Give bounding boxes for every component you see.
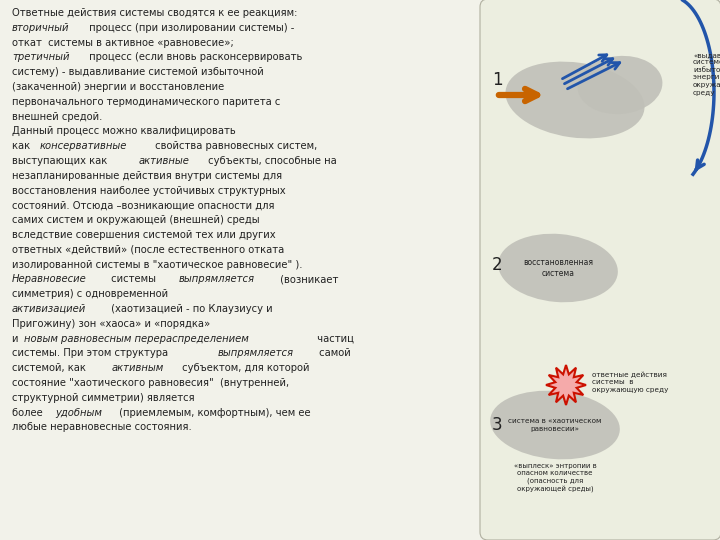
Text: состояний. Отсюда –возникающие опасности для: состояний. Отсюда –возникающие опасности… <box>12 200 274 211</box>
Text: Данный процесс можно квалифицировать: Данный процесс можно квалифицировать <box>12 126 235 137</box>
Text: системой, как: системой, как <box>12 363 89 373</box>
Text: частиц: частиц <box>315 334 354 343</box>
Text: выступающих как: выступающих как <box>12 156 110 166</box>
Text: субъектом, для которой: субъектом, для которой <box>179 363 310 373</box>
Text: (приемлемым, комфортным), чем ее: (приемлемым, комфортным), чем ее <box>116 408 311 417</box>
FancyBboxPatch shape <box>480 0 720 540</box>
Text: внешней средой.: внешней средой. <box>12 112 102 122</box>
Ellipse shape <box>577 56 662 114</box>
Text: Пригожину) зон «хаоса» и «порядка»: Пригожину) зон «хаоса» и «порядка» <box>12 319 210 329</box>
Text: откат  системы в активное «равновесие»;: откат системы в активное «равновесие»; <box>12 38 234 48</box>
Text: третичный: третичный <box>12 52 70 63</box>
Text: выпрямляется: выпрямляется <box>217 348 294 359</box>
Text: симметрия) с одновременной: симметрия) с одновременной <box>12 289 168 299</box>
Text: любые неравновесные состояния.: любые неравновесные состояния. <box>12 422 192 433</box>
Text: (закаченной) энергии и восстановление: (закаченной) энергии и восстановление <box>12 82 224 92</box>
Text: (возникает: (возникает <box>276 274 338 285</box>
Text: системы. При этом структура: системы. При этом структура <box>12 348 171 359</box>
Text: активным: активным <box>112 363 163 373</box>
Text: как: как <box>12 141 33 151</box>
Text: 2: 2 <box>492 256 503 274</box>
Text: системы: системы <box>109 274 163 285</box>
Text: выпрямляется: выпрямляется <box>179 274 254 285</box>
Text: структурной симметрии) является: структурной симметрии) является <box>12 393 194 403</box>
Text: 3: 3 <box>492 416 503 434</box>
Text: процесс (если вновь расконсервировать: процесс (если вновь расконсервировать <box>86 52 302 63</box>
Text: Ответные действия системы сводятся к ее реакциям:: Ответные действия системы сводятся к ее … <box>12 8 297 18</box>
Text: первоначального термодинамического паритета с: первоначального термодинамического парит… <box>12 97 280 107</box>
Text: более: более <box>12 408 46 417</box>
Text: ответных «действий» (после естественного отката: ответных «действий» (после естественного… <box>12 245 284 255</box>
Ellipse shape <box>490 390 620 460</box>
Text: новым равновесным перераспределением: новым равновесным перераспределением <box>24 334 249 343</box>
Text: активные: активные <box>139 156 190 166</box>
Text: незапланированные действия внутри системы для: незапланированные действия внутри систем… <box>12 171 282 181</box>
Text: состояние "хаотического равновесия"  (внутренней,: состояние "хаотического равновесия" (вну… <box>12 378 289 388</box>
Text: самой: самой <box>315 348 351 359</box>
Text: активизацией: активизацией <box>12 304 86 314</box>
Text: самих систем и окружающей (внешней) среды: самих систем и окружающей (внешней) сред… <box>12 215 260 225</box>
Text: система в «хаотическом
равновесии»: система в «хаотическом равновесии» <box>508 418 602 432</box>
Text: Неравновесие: Неравновесие <box>12 274 86 285</box>
Text: (хаотизацией - по Клаузиусу и: (хаотизацией - по Клаузиусу и <box>108 304 272 314</box>
Text: изолированной системы в "хаотическое равновесие" ).: изолированной системы в "хаотическое рав… <box>12 260 302 269</box>
Polygon shape <box>546 365 586 405</box>
Text: систему) - выдавливание системой избыточной: систему) - выдавливание системой избыточ… <box>12 67 264 77</box>
Text: свойства равновесных систем,: свойства равновесных систем, <box>152 141 318 151</box>
Ellipse shape <box>498 234 618 302</box>
Text: вторичный: вторичный <box>12 23 70 33</box>
Text: вследствие совершения системой тех или других: вследствие совершения системой тех или д… <box>12 230 276 240</box>
Text: «выплеск» энтропии в
опасном количестве
(опасность для
окружающей среды): «выплеск» энтропии в опасном количестве … <box>513 463 596 493</box>
Text: процесс (при изолировании системы) -: процесс (при изолировании системы) - <box>86 23 294 33</box>
Text: «выдавливание»
системой
избыточной
энергии в
окружающую
среду: «выдавливание» системой избыточной энерг… <box>693 52 720 96</box>
Text: и: и <box>12 334 22 343</box>
Text: восстановления наиболее устойчивых структурных: восстановления наиболее устойчивых струк… <box>12 186 286 195</box>
Text: восстановленная
система: восстановленная система <box>523 258 593 278</box>
Ellipse shape <box>505 62 644 138</box>
Text: субъекты, способные на: субъекты, способные на <box>204 156 336 166</box>
Text: 1: 1 <box>492 71 503 89</box>
Text: ответные действия
системы  в
окружающую среду: ответные действия системы в окружающую с… <box>592 372 668 393</box>
Text: консервативные: консервативные <box>40 141 127 151</box>
Text: удобным: удобным <box>55 408 102 417</box>
